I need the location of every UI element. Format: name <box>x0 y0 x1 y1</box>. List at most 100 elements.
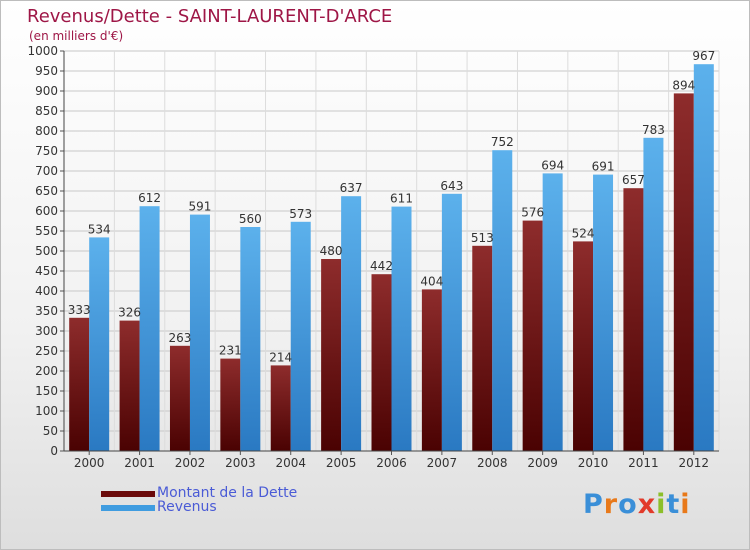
y-tick-label: 550 <box>35 224 58 238</box>
y-tick-label: 750 <box>35 144 58 158</box>
value-label-debt: 214 <box>269 350 292 364</box>
y-tick-label: 400 <box>35 284 58 298</box>
bars <box>69 64 714 452</box>
bar-debt <box>119 320 140 451</box>
y-tick-label: 450 <box>35 264 58 278</box>
value-label-revenus: 643 <box>440 179 463 193</box>
value-label-debt: 263 <box>169 331 192 345</box>
x-tick-label: 2000 <box>74 456 105 470</box>
value-label-revenus: 783 <box>642 123 665 137</box>
value-label-revenus: 560 <box>239 212 262 226</box>
bar-revenus <box>89 237 110 451</box>
y-tick-label: 50 <box>43 424 58 438</box>
logo-letter: t <box>666 489 681 520</box>
y-tick-label: 200 <box>35 364 58 378</box>
x-tick-label: 2009 <box>527 456 558 470</box>
value-label-debt: 513 <box>471 231 494 245</box>
value-label-debt: 333 <box>68 303 91 317</box>
value-label-revenus: 752 <box>491 135 514 149</box>
bar-revenus <box>240 227 261 451</box>
chart-title: Revenus/Dette - SAINT-LAURENT-D'ARCE <box>27 6 393 27</box>
bar-debt <box>623 188 644 451</box>
y-tick-label: 600 <box>35 204 58 218</box>
x-tick-label: 2002 <box>175 456 206 470</box>
bar-revenus <box>593 174 614 451</box>
x-tick-label: 2003 <box>225 456 256 470</box>
x-tick-label: 2005 <box>326 456 357 470</box>
logo-letter: o <box>618 489 638 520</box>
logo-letter: r <box>603 489 619 520</box>
value-label-debt: 524 <box>572 226 595 240</box>
y-tick-label: 950 <box>35 64 58 78</box>
logo-letter: i <box>656 489 667 520</box>
legend-label-revenus: Revenus <box>157 499 217 515</box>
value-label-debt: 231 <box>219 344 242 358</box>
y-tick-label: 0 <box>50 444 58 458</box>
y-tick-label: 850 <box>35 104 58 118</box>
bar-debt <box>673 93 694 452</box>
x-tick-label: 2010 <box>578 456 609 470</box>
bar-revenus <box>391 206 412 451</box>
value-label-revenus: 611 <box>390 192 413 206</box>
y-tick-label: 350 <box>35 304 58 318</box>
bar-revenus <box>189 214 210 451</box>
value-label-debt: 894 <box>672 78 695 92</box>
value-label-revenus: 967 <box>692 49 715 63</box>
bar-revenus <box>492 150 513 451</box>
axes: 0 50 100 150 200 250 300 350 400 450 500 550 600 650 7… <box>27 44 719 470</box>
value-label-debt: 480 <box>320 244 343 258</box>
bar-debt <box>321 259 342 451</box>
x-tick-label: 2011 <box>628 456 659 470</box>
y-tick-label: 150 <box>35 384 58 398</box>
x-tick-label: 2012 <box>679 456 710 470</box>
value-label-debt: 326 <box>118 306 141 320</box>
y-tick-label: 250 <box>35 344 58 358</box>
bar-debt <box>472 245 493 451</box>
y-tick-label: 1000 <box>27 44 58 58</box>
value-label-debt: 442 <box>370 259 393 273</box>
bar-revenus <box>139 206 160 451</box>
bar-revenus <box>341 196 362 451</box>
x-tick-label: 2001 <box>124 456 155 470</box>
x-tick-label: 2006 <box>376 456 407 470</box>
bar-debt <box>421 289 442 451</box>
value-label-debt: 576 <box>521 206 544 220</box>
bar-debt <box>169 345 190 451</box>
bar-debt <box>270 365 291 451</box>
value-label-revenus: 573 <box>289 207 312 221</box>
bar-debt <box>522 220 543 451</box>
bar-revenus <box>643 137 664 452</box>
logo-letter: x <box>637 489 657 520</box>
bar-debt <box>69 317 90 451</box>
bar-revenus <box>542 173 563 451</box>
y-tick-label: 800 <box>35 124 58 138</box>
y-tick-label: 500 <box>35 244 58 258</box>
y-tick-label: 700 <box>35 164 58 178</box>
value-label-revenus: 691 <box>592 160 615 174</box>
logo-letter: P <box>583 489 604 520</box>
bar-debt <box>220 358 241 451</box>
bar-revenus <box>441 193 462 452</box>
legend-swatch-debt <box>101 491 155 497</box>
chart-subtitle: (en milliers d'€) <box>29 29 124 43</box>
y-tick-label: 650 <box>35 184 58 198</box>
x-tick-label: 2004 <box>275 456 306 470</box>
y-tick-label: 100 <box>35 404 58 418</box>
legend-swatch-revenus <box>101 505 155 511</box>
value-label-revenus: 591 <box>189 200 212 214</box>
x-tick-label: 2007 <box>427 456 458 470</box>
y-tick-label: 300 <box>35 324 58 338</box>
value-label-debt: 657 <box>622 173 645 187</box>
value-label-revenus: 637 <box>340 181 363 195</box>
legend-label-debt: Montant de la Dette <box>157 485 298 501</box>
proxiti-logo: Proxiti <box>583 489 691 520</box>
x-tick-label: 2008 <box>477 456 508 470</box>
logo-letter: i <box>680 489 691 520</box>
value-label-debt: 404 <box>420 274 443 288</box>
value-label-revenus: 534 <box>88 222 111 236</box>
bar-revenus <box>693 64 714 451</box>
value-label-revenus: 694 <box>541 158 564 172</box>
y-tick-label: 900 <box>35 84 58 98</box>
